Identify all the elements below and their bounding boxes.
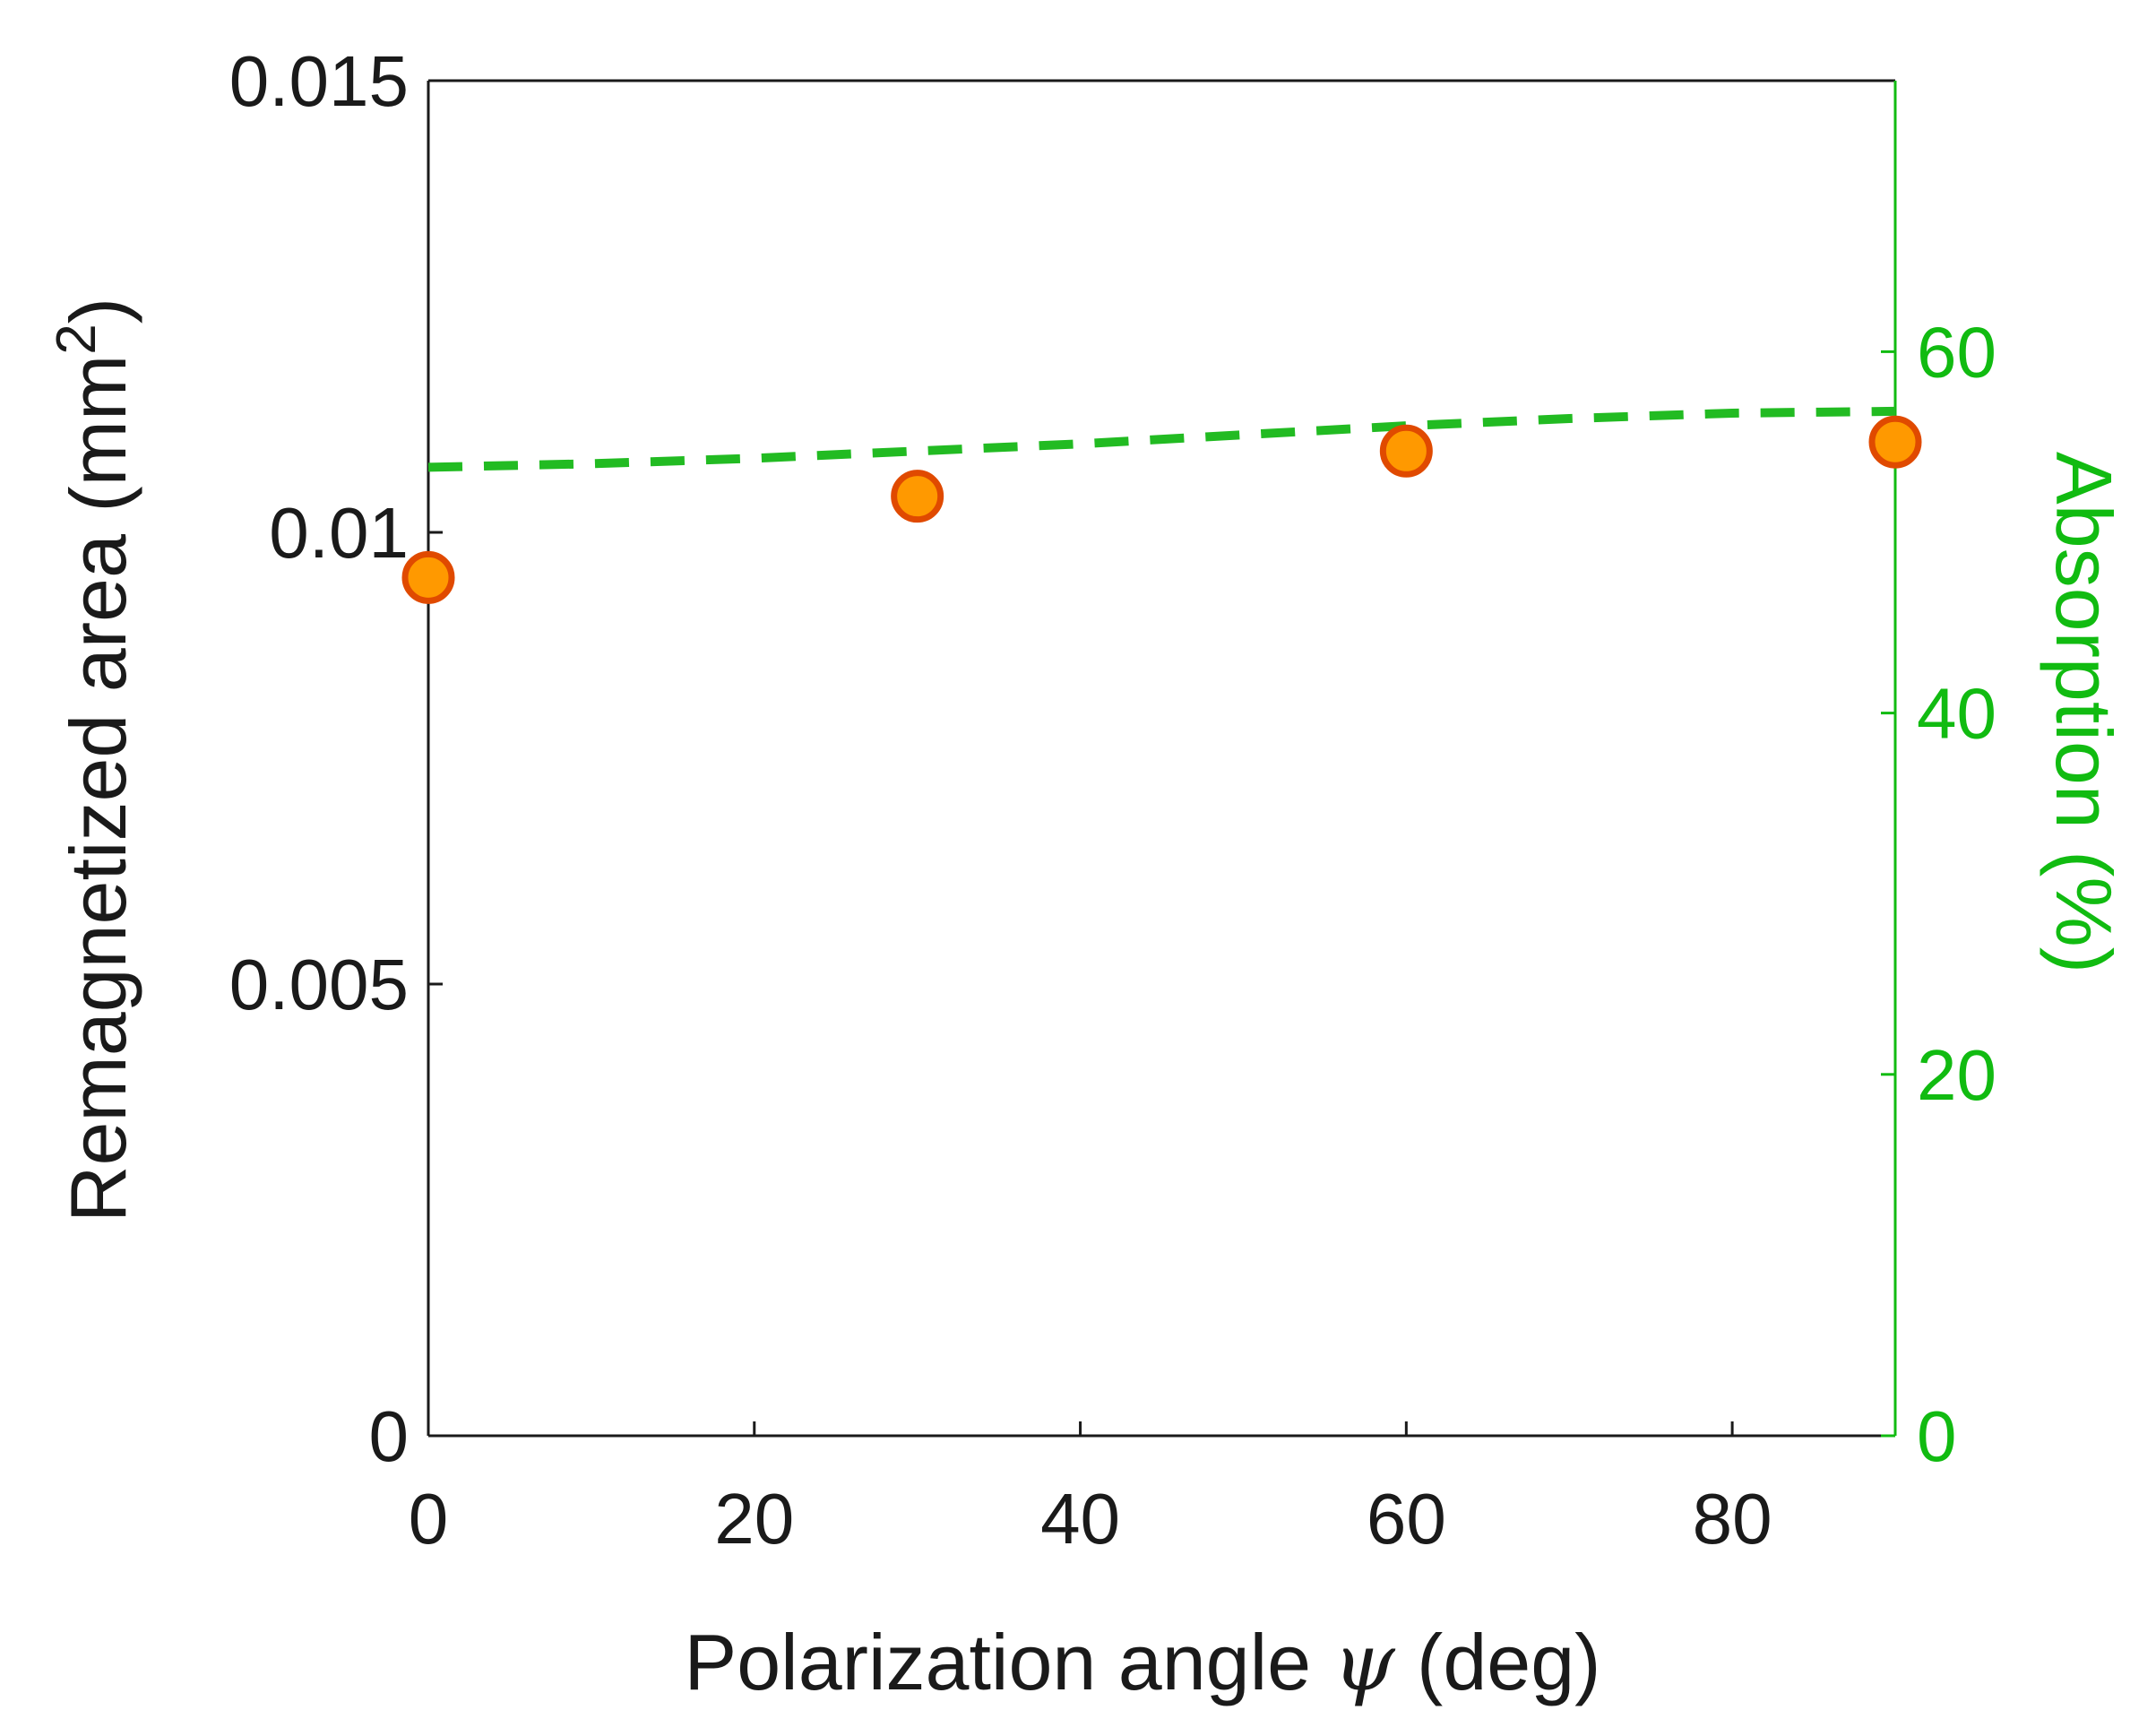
absorption-series xyxy=(427,406,1896,472)
y-axis-title-left: Remagnetized area (mm2) xyxy=(46,298,143,1222)
data-point xyxy=(401,550,455,604)
y-tick-label-left: 0.015 xyxy=(229,41,409,121)
data-point xyxy=(891,470,944,523)
x-tick-label: 20 xyxy=(714,1479,794,1559)
x-axis-title: Polarization angle ψ (deg) xyxy=(685,1616,1601,1708)
x-tick-label: 40 xyxy=(1040,1479,1120,1559)
data-point xyxy=(1868,415,1922,469)
y-axis-right: 0 20 40 60 xyxy=(1881,312,1996,1476)
y-tick-label-right: 20 xyxy=(1917,1035,1996,1115)
y-axis-left: 0 0.005 0.01 0.015 xyxy=(229,41,443,1476)
y-tick-label-left: 0 xyxy=(369,1396,410,1476)
y-tick-label-right: 60 xyxy=(1917,312,1996,392)
data-point xyxy=(1379,424,1433,478)
remagnetized-area-series xyxy=(401,415,1922,604)
plot-frame xyxy=(427,79,1897,1438)
x-tick-label: 80 xyxy=(1693,1479,1772,1559)
x-axis: 0 20 40 60 80 xyxy=(409,1421,1772,1559)
absorption-dashed-line xyxy=(427,406,1896,472)
x-tick-label: 0 xyxy=(409,1479,449,1559)
y-tick-label-left: 0.01 xyxy=(269,493,409,573)
y-tick-label-right: 40 xyxy=(1917,674,1996,754)
y-tick-label-left: 0.005 xyxy=(229,945,409,1024)
y-tick-label-right: 0 xyxy=(1917,1396,1957,1476)
x-tick-label: 60 xyxy=(1367,1479,1446,1559)
y-axis-title-right: Absorption (%) xyxy=(2040,452,2128,973)
